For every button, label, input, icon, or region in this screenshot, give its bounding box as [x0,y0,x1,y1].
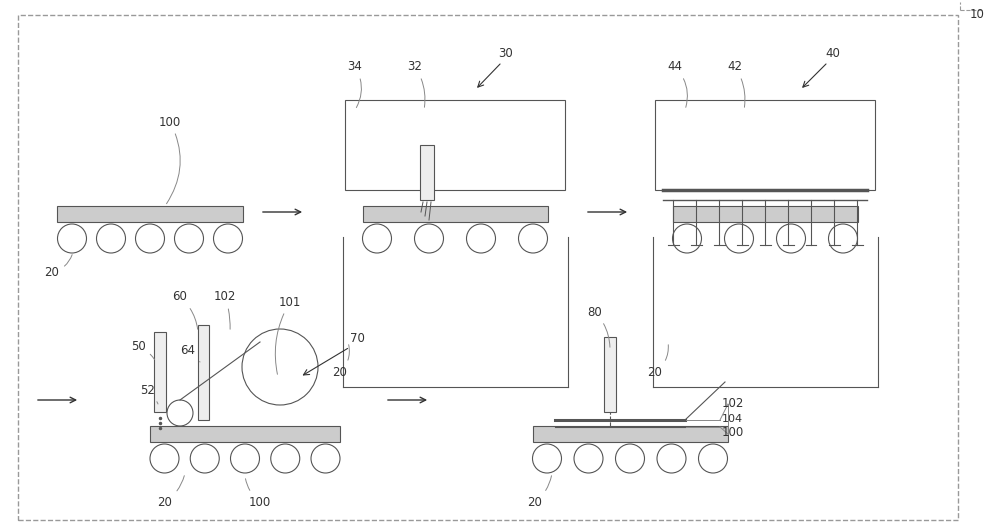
Text: 42: 42 [728,61,745,107]
Text: 100: 100 [245,479,271,509]
Text: 80: 80 [588,305,610,347]
Text: 20: 20 [528,476,552,509]
Bar [532,426,728,442]
Bar [57,206,242,222]
Bar [420,145,434,200]
Text: 64: 64 [180,344,200,362]
Text: 40: 40 [825,47,840,60]
Text: 70: 70 [350,332,365,345]
Text: 50: 50 [131,340,155,360]
Text: 104: 104 [722,414,743,424]
Text: 52: 52 [141,384,158,404]
Bar [345,100,565,190]
Text: 20: 20 [333,345,349,378]
Bar [154,332,166,412]
Text: 30: 30 [498,47,513,60]
Text: 32: 32 [408,61,425,107]
Bar [198,325,209,420]
Text: 10: 10 [970,7,985,21]
Text: 101: 101 [275,295,301,375]
Bar [672,206,858,222]
Text: 20: 20 [45,255,72,278]
Text: 20: 20 [158,476,184,509]
Bar [362,206,548,222]
Text: 102: 102 [722,397,744,410]
Text: 60: 60 [173,290,198,329]
Bar [604,337,616,412]
Bar [150,426,340,442]
Bar [655,100,875,190]
Text: 100: 100 [159,115,181,204]
Text: 100: 100 [722,426,744,439]
Text: 44: 44 [668,61,687,107]
Text: 20: 20 [648,345,668,378]
Text: 102: 102 [214,290,236,329]
Text: 34: 34 [348,61,362,107]
